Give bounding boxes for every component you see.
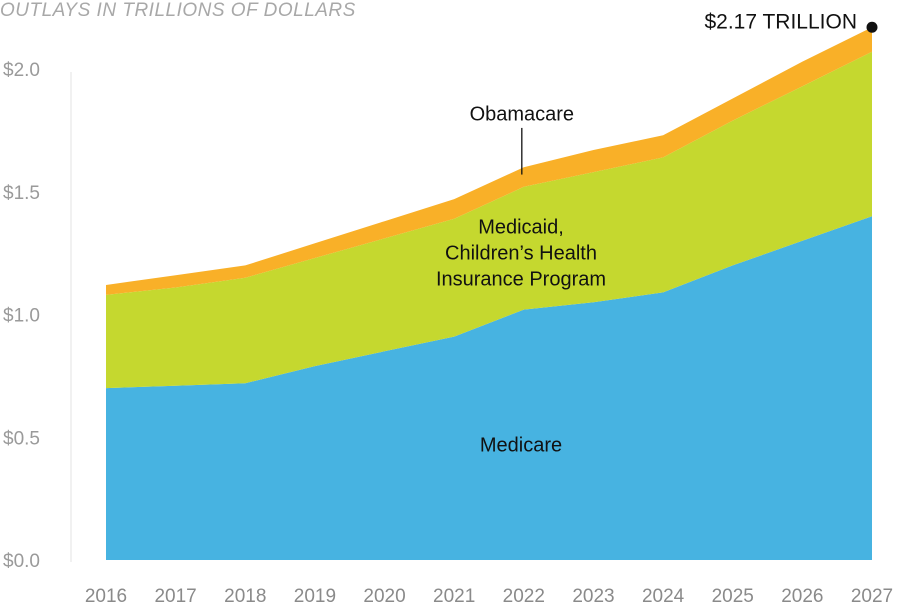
y-tick-label: $0.5 [3,428,40,449]
x-tick-label: 2027 [851,586,893,607]
x-tick-label: 2024 [642,586,685,607]
x-tick-label: 2020 [363,586,405,607]
x-tick-label: 2022 [503,586,545,607]
series-label-obamacare: Obamacare [470,104,575,126]
area-series-group [70,27,872,562]
x-tick-label: 2019 [294,586,336,607]
x-tick-label: 2025 [712,586,754,607]
series-label-medicaid: Medicaid, Children’s Health Insurance Prog… [436,216,606,290]
x-axis: 2016 2017 2018 2019 2020 2021 2022 2023 2024 2025… [85,586,893,607]
x-tick-label: 2018 [224,586,266,607]
total-annotation: $2.17 TRILLION [704,10,878,33]
y-tick-label: $0.0 [3,551,40,572]
y-tick-label: $1.0 [3,306,40,327]
y-axis: $0.0 $0.5 $1.0 $1.5 $2.0 [3,60,40,572]
x-tick-label: 2026 [781,586,823,607]
x-tick-label: 2017 [154,586,196,607]
x-tick-label: 2021 [433,586,475,607]
total-annotation-label: $2.17 TRILLION [704,10,857,33]
x-tick-label: 2016 [85,586,127,607]
chart-subtitle: OUTLAYS IN TRILLIONS OF DOLLARS [0,0,356,21]
y-tick-label: $2.0 [3,60,40,81]
x-tick-label: 2023 [572,586,614,607]
total-marker-dot [866,21,878,33]
series-labels: Medicare Medicaid, Children’s Health Insura… [436,104,606,457]
area-medicare [106,216,872,561]
series-label-medicare: Medicare [480,435,562,457]
area-medicaid [106,51,872,389]
y-tick-label: $1.5 [3,183,40,204]
